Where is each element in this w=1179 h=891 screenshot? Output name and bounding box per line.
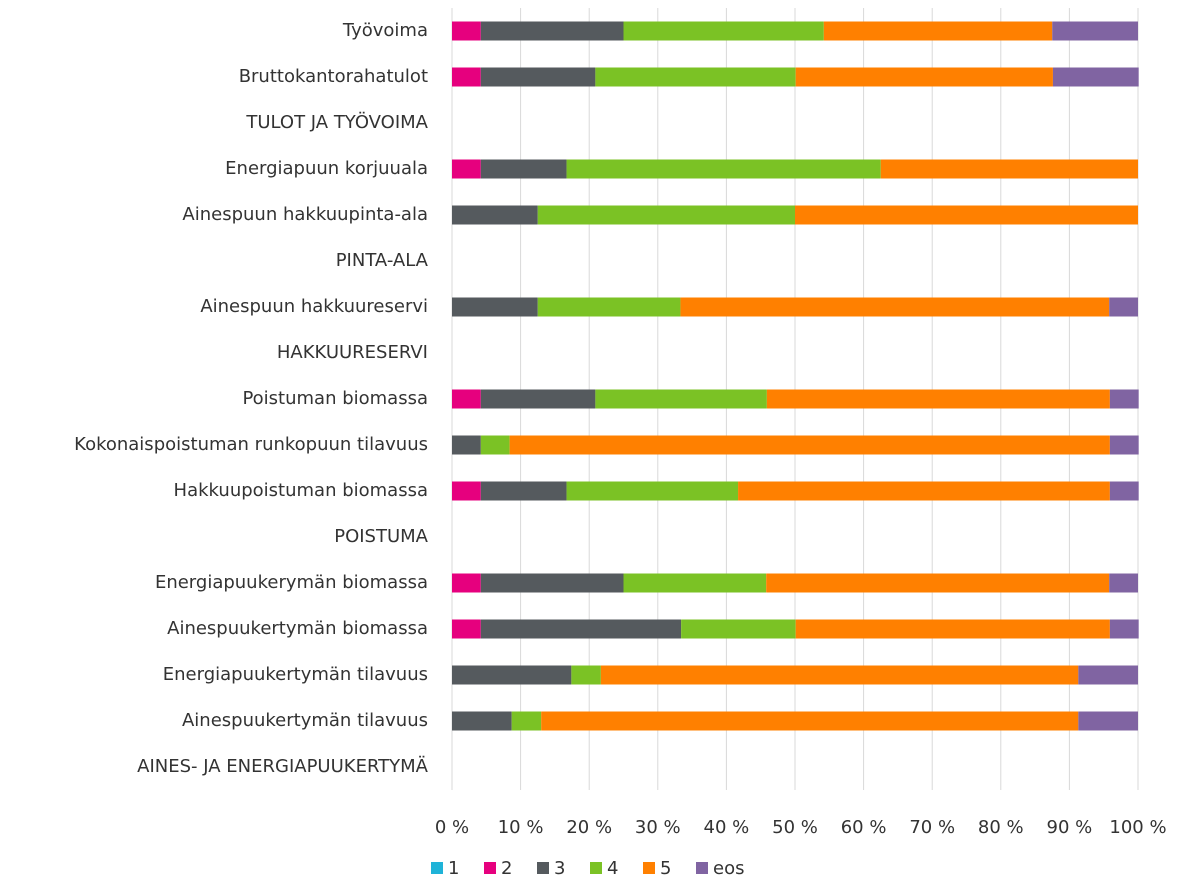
bar-segment [623,573,767,593]
y-tick-label: Ainespuun hakkuupinta-ala [182,204,428,225]
bar-segment [452,67,481,87]
bar-segment [537,297,681,317]
x-tick-label: 20 % [566,817,612,838]
bar-segment [600,665,1079,685]
bar-segment [480,573,624,593]
bar-segment [680,297,1110,317]
bar-segment [509,435,1110,455]
bar-segment [571,665,601,685]
y-tick-label: Bruttokantorahatulot [239,66,428,87]
bar-segment [480,389,596,409]
legend-swatch [431,862,443,874]
bar-segment [795,205,1138,225]
bar-segment [1109,619,1139,639]
x-tick-label: 80 % [978,817,1024,838]
legend-swatch [590,862,602,874]
bar-segment [452,389,481,409]
legend-swatch [643,862,655,874]
legend-label: 1 [448,858,459,879]
bar-segment [566,481,739,501]
bar-segment [1052,67,1139,87]
legend-label: 5 [660,858,671,879]
x-tick-label: 90 % [1047,817,1093,838]
bar-segment [452,205,538,225]
bar-segment [511,711,542,731]
y-tick-label: Ainespuukertymän biomassa [167,618,428,639]
y-tick-label: Poistuman biomassa [242,388,428,409]
y-tick-label: Hakkuupoistuman biomassa [174,480,428,501]
bar-segment [595,389,767,409]
y-tick-label: Energiapuukertymän tilavuus [163,664,428,685]
x-tick-label: 10 % [498,817,544,838]
x-tick-label: 0 % [435,817,469,838]
bar-segment [595,67,796,87]
bar-segment [766,573,1110,593]
bar-segment [1078,665,1138,685]
x-tick-label: 30 % [635,817,681,838]
y-tick-label: Energiapuun korjuuala [225,158,428,179]
bar-segment [480,481,567,501]
bar-segment [1109,389,1139,409]
bar-segment [766,389,1110,409]
y-tick-label: Työvoima [342,20,428,41]
y-tick-label: Kokonaispoistuman runkopuun tilavuus [74,434,428,455]
bar-segment [823,21,1053,41]
bar-segment [623,21,824,41]
y-tick-label: AINES- JA ENERGIAPUUKERTYMÄ [137,756,429,777]
bar-segment [738,481,1110,501]
bar-segment [452,159,481,179]
bar-segment [480,159,567,179]
bar-segment [1109,481,1139,501]
bar-segment [452,435,481,455]
bar-segment [452,665,572,685]
bar-segment [541,711,1079,731]
y-tick-label: HAKKUURESERVI [277,342,428,363]
bar-segment [566,159,881,179]
bar-segment [1109,573,1138,593]
bar-segment [537,205,795,225]
y-tick-label: POISTUMA [334,526,428,547]
legend-label: eos [713,858,744,879]
bar-segment [1109,435,1139,455]
bar-segment [452,619,481,639]
legend-label: 3 [554,858,565,879]
bar-segment [880,159,1138,179]
bar-segment [480,67,596,87]
bar-segment [480,619,682,639]
bar-segment [452,21,481,41]
bar-segment [480,21,624,41]
bar-segment [1052,21,1138,41]
legend-swatch [484,862,496,874]
y-tick-label: Energiapuukerymän biomassa [155,572,428,593]
bar-segment [452,297,538,317]
bar-segment [452,573,481,593]
x-tick-label: 50 % [772,817,818,838]
x-tick-label: 70 % [909,817,955,838]
legend-label: 4 [607,858,618,879]
y-tick-label: Ainespuun hakkuureservi [200,296,428,317]
y-tick-label: PINTA-ALA [336,250,429,271]
bar-segment [795,619,1110,639]
legend-label: 2 [501,858,512,879]
bar-segment [795,67,1053,87]
bar-segment [1109,297,1138,317]
legend-swatch [537,862,549,874]
bar-segment [1078,711,1138,731]
x-tick-label: 40 % [704,817,750,838]
bar-segment [452,711,512,731]
bar-segment [452,481,481,501]
bar-segment [681,619,796,639]
y-tick-label: Ainespuukertymän tilavuus [182,710,428,731]
x-tick-label: 60 % [841,817,887,838]
legend-swatch [696,862,708,874]
bar-segment [480,435,510,455]
x-tick-label: 100 % [1109,817,1166,838]
y-tick-label: TULOT JA TYÖVOIMA [245,111,428,133]
